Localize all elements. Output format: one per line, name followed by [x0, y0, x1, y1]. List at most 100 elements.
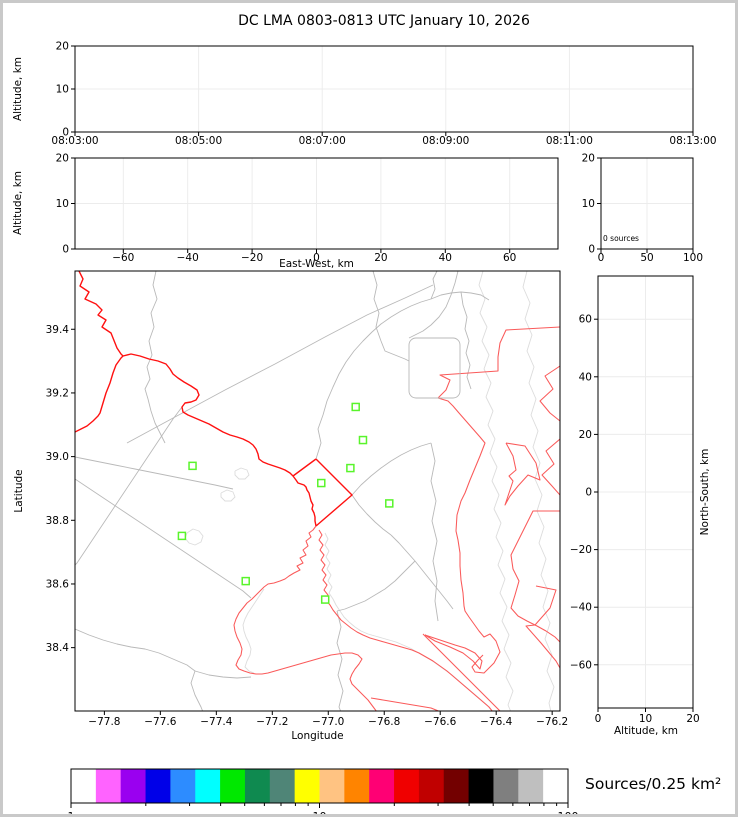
- x-tick-label: 50: [640, 252, 653, 264]
- river-shoreline-line: [437, 326, 560, 674]
- river-shoreline-line: [504, 442, 541, 506]
- y-tick-label: 0: [585, 487, 592, 499]
- x-tick-label: 60: [503, 252, 516, 264]
- county-boundary-line: [351, 494, 392, 536]
- colorbar-segment: [195, 769, 221, 803]
- y-tick-label: 60: [579, 314, 592, 326]
- county-boundary-line: [390, 534, 454, 610]
- colorbar-segment: [543, 769, 569, 803]
- colorbar-segment: [220, 769, 246, 803]
- river-shoreline-line: [539, 365, 560, 422]
- x-tick-label: 10: [639, 713, 652, 725]
- x-tick-label: 08:11:00: [546, 135, 593, 147]
- lma-station-marker: [385, 499, 394, 508]
- river-shoreline-line: [424, 634, 483, 670]
- county-boundary-line: [351, 442, 432, 496]
- lma-station-marker: [320, 595, 330, 604]
- colorbar-segment: [120, 769, 147, 803]
- y-tick-label: 38.4: [46, 642, 70, 654]
- x-tick-label: 08:07:00: [299, 135, 346, 147]
- colorbar-segment: [244, 769, 271, 803]
- x-tick-label: 40: [439, 252, 452, 264]
- x-tick-label: −77.0: [312, 716, 344, 728]
- shoreline-detail-line: [220, 489, 236, 502]
- y-tick-label: 38.8: [46, 515, 69, 527]
- river-shoreline-line: [318, 529, 493, 711]
- x-tick-label: −76.8: [368, 716, 400, 728]
- y-tick-label: −20: [570, 544, 592, 556]
- colorbar-segment: [71, 769, 97, 803]
- colorbar-segment: [319, 769, 345, 803]
- y-tick-label: 39.2: [46, 387, 69, 399]
- x-tick-label: −60: [112, 252, 134, 264]
- figure-canvas: 08:03:00 08:05:00 08:07:00 08:09:00 08:11:00…: [46, 41, 717, 817]
- colorbar-segment: [269, 769, 296, 803]
- x-tick-label: −77.8: [88, 716, 120, 728]
- river-shoreline-line: [510, 510, 560, 643]
- shoreline-detail-line: [522, 271, 555, 711]
- county-boundary-line: [430, 291, 490, 301]
- x-tick-label: −76.6: [424, 716, 456, 728]
- shoreline-detail-line: [324, 532, 493, 711]
- x-tick-label: −77.4: [200, 716, 232, 728]
- x-tick-label: 20: [686, 713, 699, 725]
- lma-station-marker: [241, 576, 250, 586]
- y-tick-label: 0: [62, 244, 69, 256]
- county-boundary-line: [75, 628, 204, 711]
- state-boundary-line: [292, 458, 317, 477]
- ns-panel-xlabel: Altitude, km: [613, 725, 678, 737]
- y-tick-label: 38.6: [46, 578, 70, 590]
- state-boundary-line: [75, 355, 124, 433]
- colorbar-segment: [468, 769, 494, 803]
- county-boundary-line: [336, 560, 416, 612]
- x-tick-label: 08:05:00: [175, 135, 222, 147]
- shoreline-detail-line: [184, 528, 204, 546]
- y-tick-label: 39.0: [46, 451, 69, 463]
- colorbar-segment: [418, 769, 445, 803]
- colorbar-label: Sources/0.25 km²: [585, 775, 722, 793]
- x-tick-label: 08:09:00: [422, 135, 469, 147]
- shoreline-detail-line: [478, 271, 514, 711]
- county-boundary-line: [430, 271, 438, 300]
- page-title: DC LMA 0803-0813 UTC January 10, 2026: [238, 13, 530, 29]
- ew-panel-xlabel: East-West, km: [279, 258, 354, 270]
- colorbar-segment: [170, 769, 196, 803]
- y-tick-label: 10: [56, 84, 69, 96]
- colorbar-segment: [518, 769, 544, 803]
- y-tick-label: 20: [582, 153, 595, 165]
- state-boundary-line: [78, 271, 317, 527]
- county-boundary-line: [315, 298, 432, 460]
- x-tick-label: 08:13:00: [669, 135, 716, 147]
- county-boundary-line: [336, 610, 344, 711]
- y-tick-label: −60: [570, 659, 592, 671]
- x-tick-label: 08:03:00: [51, 135, 98, 147]
- y-tick-label: 39.4: [46, 324, 70, 336]
- county-boundary-line: [430, 442, 439, 622]
- x-tick-label: 20: [374, 252, 387, 264]
- lma-station-marker: [177, 531, 187, 541]
- river-shoreline-line: [233, 525, 377, 711]
- x-tick-label: −77.6: [144, 716, 176, 728]
- river-shoreline-line: [525, 585, 560, 669]
- colorbar-tick-label: 100: [558, 810, 579, 817]
- river-shoreline-line: [541, 438, 560, 496]
- colorbar-tick-label: 1: [68, 810, 75, 817]
- lma-station-marker: [351, 402, 360, 412]
- colorbar-segment: [294, 769, 320, 803]
- map-panel: [74, 270, 561, 712]
- y-tick-label: 0: [588, 244, 595, 256]
- river-shoreline-line: [370, 697, 440, 711]
- y-tick-label: 10: [56, 198, 69, 210]
- y-tick-label: 20: [579, 429, 592, 441]
- colorbar-segment: [95, 769, 122, 803]
- x-tick-label: −76.4: [480, 716, 512, 728]
- county-boundary-line: [460, 291, 472, 390]
- lma-station-marker: [358, 435, 368, 445]
- y-tick-label: 40: [579, 371, 592, 383]
- city-boundary-square: [408, 337, 461, 399]
- colorbar-segment: [369, 769, 395, 803]
- x-tick-label: 0: [313, 252, 320, 264]
- lma-station-marker: [346, 463, 355, 473]
- county-boundary-line: [194, 670, 252, 679]
